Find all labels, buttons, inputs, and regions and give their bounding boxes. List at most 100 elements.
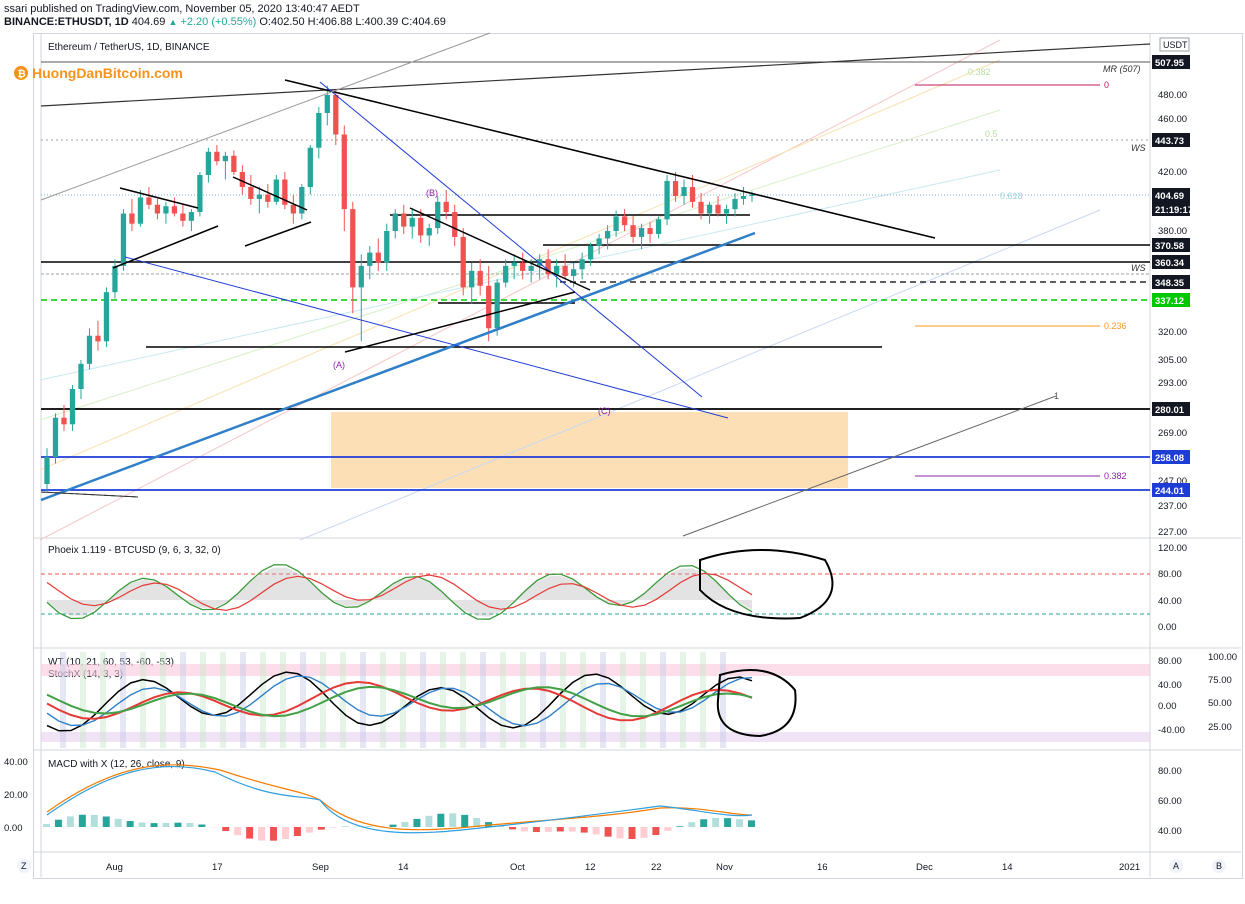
candle [452, 204, 458, 246]
bitcoin-logo-icon [14, 66, 28, 80]
candle-body [248, 187, 254, 199]
candle-body [698, 201, 704, 214]
candle [469, 262, 475, 304]
candle-body [570, 269, 577, 276]
macd-hist-bar [449, 813, 457, 827]
candle [715, 196, 721, 217]
candle [367, 245, 373, 280]
trendline [124, 256, 729, 419]
candle [146, 187, 152, 210]
wt-bg-bar [600, 652, 606, 748]
macd-hist-bar [544, 827, 552, 832]
candle-body [740, 196, 747, 199]
candle-body [222, 155, 229, 162]
candle [358, 254, 364, 342]
trendline [232, 176, 308, 211]
price-tick: 320.00 [1158, 327, 1187, 338]
price-tick: 269.00 [1158, 428, 1187, 439]
chart-annotation: 0 [1104, 80, 1109, 90]
macd-hist-bar [676, 826, 684, 827]
candle-body [307, 147, 313, 188]
price-tick: 305.00 [1158, 355, 1187, 366]
candle-body [324, 95, 330, 113]
trendline [119, 187, 199, 209]
candle-body [426, 228, 432, 236]
candle [664, 175, 670, 226]
candle [409, 209, 415, 239]
time-label: 2021 [1119, 862, 1140, 873]
fib-fan-line [39, 109, 1001, 421]
candle [78, 360, 84, 399]
candle [273, 175, 279, 205]
candle-body [282, 179, 288, 205]
macd-hist-bar [509, 827, 517, 830]
candle [282, 172, 288, 210]
indicator-tick: 0.00 [1158, 701, 1177, 712]
time-label: 17 [212, 862, 223, 873]
candle [375, 238, 381, 271]
price-tag-label: 244.01 [1155, 486, 1185, 497]
indicator-title: MACD with X (12, 26, close, 9) [48, 759, 185, 770]
phoeix-band [47, 567, 752, 617]
candle [426, 223, 432, 246]
candle-body [299, 187, 305, 214]
phoeix-green-line [46, 564, 753, 620]
candle-body [486, 285, 492, 329]
candle-body [630, 225, 636, 237]
wt-bg-bar [140, 652, 146, 748]
candle [732, 193, 738, 217]
price-tick: 480.00 [1158, 90, 1187, 101]
candle-body [273, 179, 279, 202]
time-label: Aug [106, 862, 123, 873]
macd-hist-bar [186, 823, 194, 827]
time-label: 14 [398, 862, 409, 873]
candle-body [579, 259, 585, 270]
indicator-tick: 40.00 [1158, 596, 1182, 607]
wt-bg-bar [380, 652, 386, 748]
wt-bg-bar [580, 652, 586, 748]
price-change: +2.20 (+0.55%) [180, 16, 257, 28]
hand-circle [699, 549, 834, 620]
price-tag [1152, 402, 1190, 416]
candle [163, 201, 169, 224]
price-tick: 293.00 [1158, 378, 1187, 389]
candle-body [554, 265, 560, 275]
candle [120, 209, 127, 271]
macd-hist-bar [580, 827, 588, 833]
indicator-tick: 40.00 [1158, 680, 1182, 691]
time-label: 14 [1002, 862, 1013, 873]
indicator-tick: 80.00 [1158, 569, 1182, 580]
candle-body [409, 217, 415, 227]
candle-body [401, 213, 407, 227]
macd-hist-bar [748, 820, 755, 827]
macd-hist-bar [473, 817, 481, 827]
chart-annotation: 0.5 [985, 129, 998, 139]
candle-body [197, 175, 203, 213]
macd-hist-bar [43, 824, 50, 827]
wt-bg-bar [80, 652, 86, 748]
candle-body [333, 95, 339, 135]
candle-body [732, 198, 738, 210]
price-tag-label: 337.12 [1155, 296, 1184, 307]
candle-body [146, 197, 152, 205]
candle [655, 216, 662, 239]
indicator-tick: -40.00 [1158, 725, 1185, 736]
candle-body [460, 236, 466, 288]
time-label: Sep [312, 862, 329, 873]
candle-body [205, 151, 212, 176]
trendline [40, 231, 756, 502]
last-price: 404.69 [131, 16, 166, 28]
candle [621, 209, 628, 231]
indicator-tick-left: 0.00 [4, 823, 23, 834]
macd-hist-bar [258, 827, 266, 841]
candle [418, 209, 424, 243]
candle-body [154, 204, 161, 214]
price-tag-label: 443.73 [1155, 136, 1184, 147]
price-tag [1152, 188, 1190, 202]
candle-body [112, 265, 118, 293]
chart-annotation: WS [1131, 143, 1146, 153]
candle-body [341, 134, 347, 210]
candle-body [231, 155, 237, 172]
up-arrow-icon: ▲ [168, 17, 178, 27]
